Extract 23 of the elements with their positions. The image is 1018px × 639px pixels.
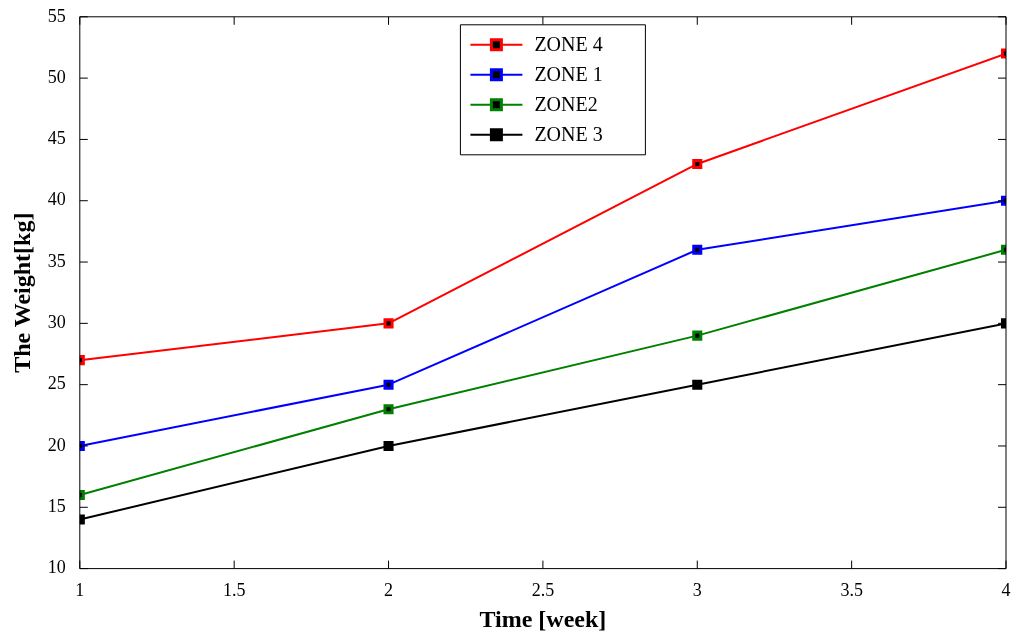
y-axis-title: The Weight[kg] <box>8 212 35 373</box>
x-tick-label: 3 <box>692 580 702 601</box>
y-tick-label: 40 <box>47 189 66 210</box>
legend-label: ZONE 3 <box>534 123 603 146</box>
y-tick-label: 50 <box>47 66 66 87</box>
x-tick-label: 1 <box>75 580 85 601</box>
y-tick-label: 35 <box>47 250 66 271</box>
y-tick-label: 55 <box>47 5 66 26</box>
legend-label: ZONE2 <box>534 93 598 116</box>
x-tick-label: 1.5 <box>222 580 246 601</box>
x-tick-label: 4 <box>1001 580 1011 601</box>
x-tick-label: 2.5 <box>531 580 555 601</box>
y-tick-label: 45 <box>47 128 66 149</box>
y-tick-label: 15 <box>47 496 66 517</box>
x-tick-label: 2 <box>384 580 394 601</box>
y-tick-label: 20 <box>47 434 66 455</box>
y-tick-label: 25 <box>47 373 66 394</box>
x-tick-label: 3.5 <box>840 580 863 601</box>
y-tick-label: 10 <box>47 557 66 578</box>
x-axis-title: Time [week] <box>479 605 607 632</box>
y-tick-label: 30 <box>47 312 66 333</box>
legend-label: ZONE 4 <box>534 33 603 56</box>
legend-label: ZONE 1 <box>534 63 603 86</box>
